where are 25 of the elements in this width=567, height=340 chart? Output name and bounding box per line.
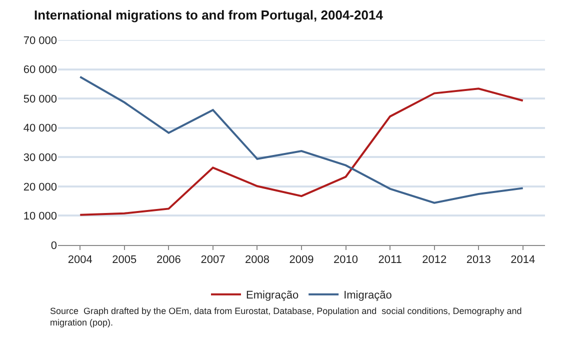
x-tick-label: 2005 [112, 254, 137, 266]
source-note: Source Graph drafted by the OEm, data from Eurostat, Database, Population and social conditions, Demography and migration (pop). [50, 306, 522, 328]
y-tick-label: 20 000 [23, 181, 57, 194]
x-tick-label: 2011 [378, 254, 402, 266]
y-tick-label: 60 000 [23, 64, 57, 76]
x-tick-label: 2012 [422, 254, 447, 266]
x-tick-label: 2014 [510, 254, 536, 266]
x-tick-label: 2004 [68, 254, 92, 266]
legend-label: Emigração [246, 290, 299, 302]
x-tick-label: 2006 [156, 254, 181, 266]
y-tick-label: 10 000 [23, 210, 57, 223]
x-tick-label: 2009 [289, 254, 314, 266]
x-tick-label: 2010 [334, 254, 358, 266]
y-tick-label: 0 [50, 240, 57, 252]
y-tick-label: 40 000 [23, 122, 57, 135]
y-tick-label: 70 000 [23, 34, 57, 47]
legend-label: Imigração [344, 290, 392, 302]
y-tick-label: 30 000 [23, 152, 57, 164]
x-tick-label: 2008 [244, 254, 270, 266]
x-tick-label: 2007 [200, 254, 226, 266]
chart-title: International migrations to and from Portugal, 2004-2014 [34, 7, 384, 22]
x-tick-label: 2013 [466, 254, 491, 266]
line-series [79, 88, 524, 216]
y-tick-label: 50 000 [23, 93, 57, 106]
line-series [79, 76, 524, 204]
